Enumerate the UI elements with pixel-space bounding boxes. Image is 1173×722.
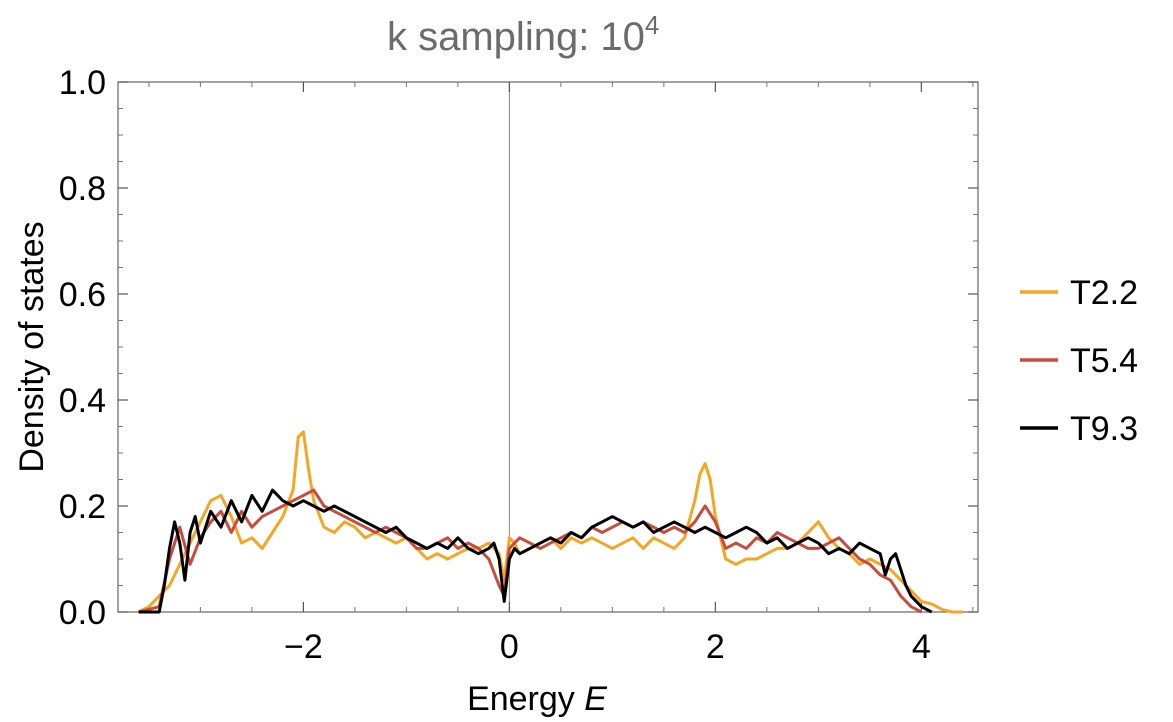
chart-title: k sampling: 104: [387, 10, 659, 59]
x-tick-label: 0: [500, 628, 519, 666]
x-axis-ticks: −2 0 2 4: [148, 82, 974, 666]
series-line-1: [137, 430, 963, 614]
plot-border: [117, 81, 979, 613]
y-tick-label: 0.0: [59, 594, 106, 632]
legend-label: T2.2: [1070, 274, 1138, 312]
legend-label: T9.3: [1070, 410, 1138, 448]
y-axis-ticks: 0.0 0.2 0.4 0.6 0.8 1.0: [59, 64, 978, 632]
series-layer: [137, 430, 963, 614]
y-tick-label: 0.8: [59, 170, 106, 208]
chart-title-superscript: 4: [645, 10, 659, 40]
x-tick-label: 4: [912, 628, 931, 666]
y-tick-label: 0.6: [59, 276, 106, 314]
x-axis-label: Energy E: [467, 680, 607, 718]
legend-label: T5.4: [1070, 342, 1138, 380]
y-tick-label: 0.2: [59, 488, 106, 526]
legend: T2.2 T5.4 T9.3: [1020, 274, 1138, 448]
x-tick-label: −2: [284, 628, 323, 666]
y-tick-label: 0.4: [59, 382, 106, 420]
series-line-3: [138, 488, 933, 614]
series-line-2: [138, 488, 923, 614]
y-axis-label: Density of states: [13, 221, 51, 472]
plot-frame: [117, 81, 979, 613]
x-tick-label: 2: [706, 628, 725, 666]
y-tick-label: 1.0: [59, 64, 106, 102]
